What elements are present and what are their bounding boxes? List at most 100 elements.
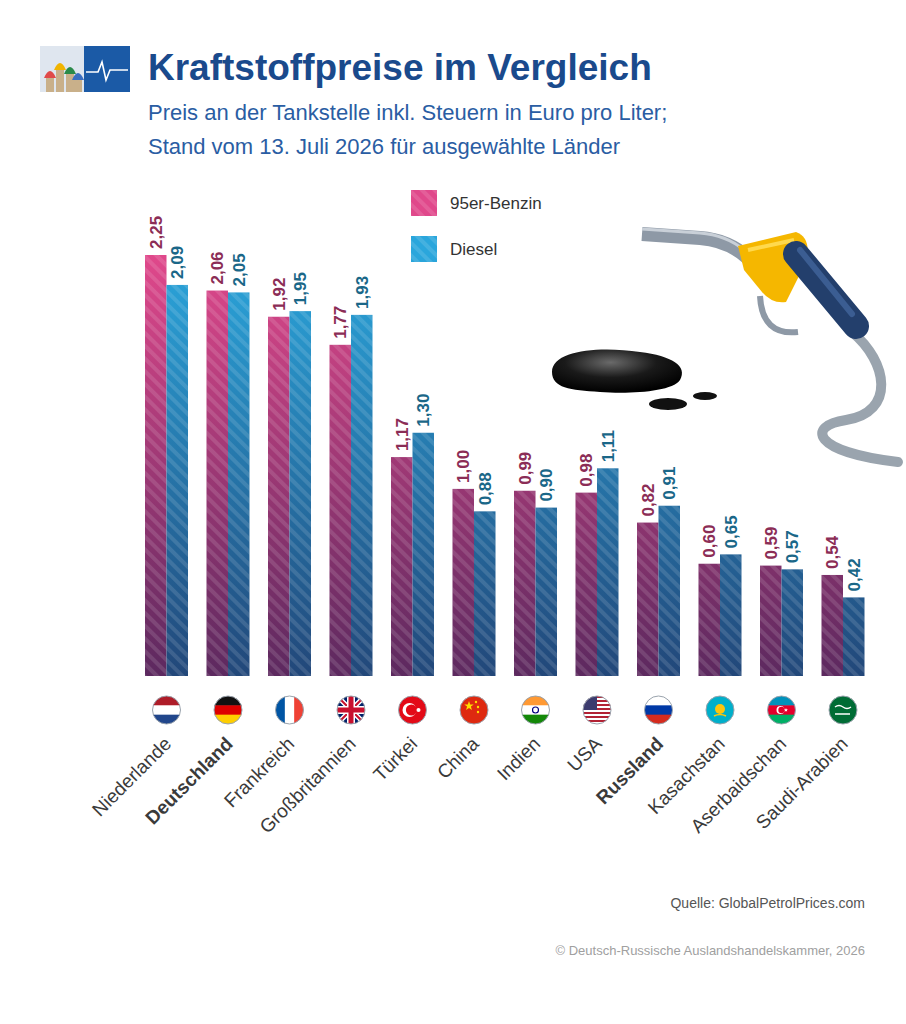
subtitle: Stand vom 13. Juli 2026 für ausgewählte … — [148, 134, 620, 159]
logo-tower — [46, 78, 54, 92]
bar — [760, 566, 782, 676]
flag-part — [829, 696, 857, 724]
flag-part — [835, 706, 851, 709]
bar-stripes — [514, 491, 536, 676]
bar-stripes — [330, 345, 352, 676]
bar-stripes — [843, 597, 865, 676]
logo-tower — [66, 74, 74, 92]
legend-swatch-stripes — [411, 236, 437, 262]
bar-stripes — [822, 575, 844, 676]
bar-stripes — [167, 285, 189, 676]
logo-tower — [74, 80, 82, 92]
spout — [642, 234, 748, 258]
flag-ring — [645, 696, 673, 724]
flag-body — [645, 696, 673, 725]
bar-stripes — [207, 291, 229, 676]
flag-part — [285, 696, 295, 724]
x-tick-label: Indien — [493, 733, 544, 784]
data-label: 1,30 — [414, 394, 433, 427]
flag-ring — [276, 696, 304, 724]
bar — [474, 511, 496, 676]
logo-bg — [40, 46, 130, 92]
flag-part — [835, 713, 850, 715]
legend-swatch — [411, 190, 437, 216]
legend-label: 95er-Benzin — [450, 194, 542, 213]
flag-part — [522, 696, 550, 706]
flag — [460, 696, 488, 724]
flag-part — [399, 696, 427, 724]
bar — [145, 255, 167, 676]
flag-part — [214, 705, 242, 715]
flag — [768, 696, 796, 725]
flag-part — [460, 696, 488, 724]
flag-part — [337, 696, 365, 724]
bar — [167, 285, 189, 676]
subtitle: Preis an der Tankstelle inkl. Steuern in… — [148, 100, 667, 125]
logo-pulse — [86, 62, 128, 80]
bar — [637, 523, 659, 676]
x-tick-label: Großbritannien — [255, 733, 359, 837]
title: Kraftstoffpreise im Vergleich — [148, 47, 652, 88]
data-label: 2,06 — [208, 251, 227, 284]
flag-body — [768, 696, 796, 725]
flag-part — [583, 714, 611, 716]
bar — [514, 491, 536, 676]
logo-dome — [44, 71, 56, 78]
bar — [351, 315, 373, 676]
fuel-nozzle — [642, 229, 898, 462]
oil-main — [552, 349, 682, 392]
bar — [843, 597, 865, 676]
flag-part — [768, 705, 796, 715]
bar-stripes — [597, 468, 619, 676]
logo-dome — [64, 67, 76, 74]
bar — [391, 457, 413, 676]
data-label: 0,90 — [537, 469, 556, 502]
data-label: 0,91 — [660, 467, 679, 500]
flag-body — [829, 696, 857, 724]
flag-body — [399, 696, 427, 724]
data-label: 0,82 — [639, 483, 658, 516]
flag — [337, 696, 365, 724]
flag-part — [337, 696, 365, 724]
oil-drop — [649, 398, 687, 410]
flag-part — [714, 715, 726, 717]
flag-part — [337, 696, 365, 724]
flag — [399, 696, 427, 724]
flag-body — [460, 696, 488, 724]
bar-stripes — [760, 566, 782, 676]
flag-body — [337, 696, 365, 724]
flag-part — [777, 706, 785, 714]
flag — [706, 696, 734, 724]
flag-part — [778, 707, 784, 713]
flag-part — [583, 712, 611, 714]
logo-blue — [84, 46, 130, 92]
bar-stripes — [720, 554, 742, 676]
flag-part — [533, 707, 539, 713]
bar — [228, 292, 250, 676]
x-tick-label: Saudi-Arabien — [752, 733, 852, 833]
bar-stripes — [453, 489, 475, 676]
flag-body — [214, 696, 242, 725]
flag-part — [645, 696, 673, 706]
data-label: 0,57 — [783, 530, 802, 563]
bar-stripes — [290, 311, 312, 676]
copyright: © Deutsch-Russische Auslandshandelskamme… — [556, 943, 865, 958]
data-label: 0,65 — [722, 515, 741, 548]
flag-part — [583, 710, 611, 712]
bar — [453, 489, 475, 676]
bar-stripes — [699, 564, 721, 676]
flag-ring — [583, 696, 611, 724]
data-label: 2,09 — [168, 246, 187, 279]
flag — [214, 696, 242, 725]
bar — [290, 311, 312, 676]
source: Quelle: GlobalPetrolPrices.com — [670, 895, 865, 911]
x-tick-label: USA — [563, 733, 606, 776]
bar — [822, 575, 844, 676]
flags — [153, 696, 858, 725]
bar-stripes — [391, 457, 413, 676]
x-tick-label: Deutschland — [141, 733, 236, 828]
flag-part — [477, 706, 479, 708]
data-label: 1,77 — [331, 306, 350, 339]
bar-stripes — [413, 433, 435, 676]
x-tick-label: China — [433, 733, 483, 783]
